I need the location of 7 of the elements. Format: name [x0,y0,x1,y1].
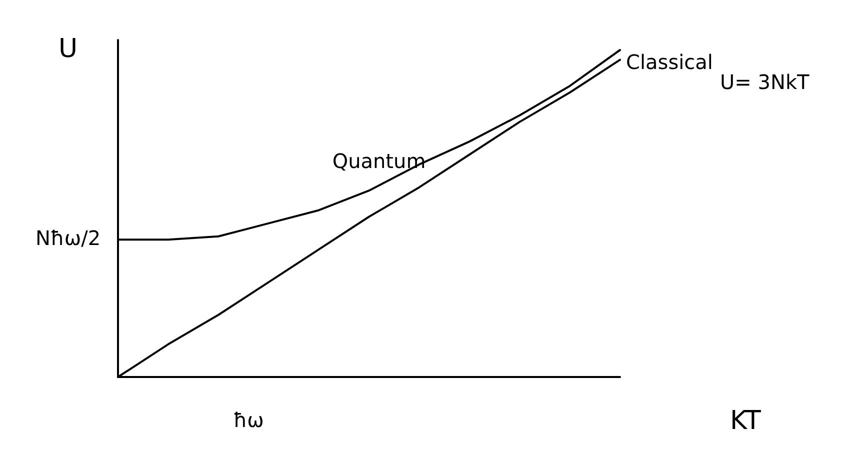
x-axis-title: KT [730,406,762,436]
y-axis-title: U [58,34,78,64]
text: Nħω/2 [35,226,101,250]
text: ħω [233,408,264,432]
text: U= 3NkT [720,70,810,94]
series-label: Classical [626,50,713,74]
series-label: Quantum [332,148,426,173]
